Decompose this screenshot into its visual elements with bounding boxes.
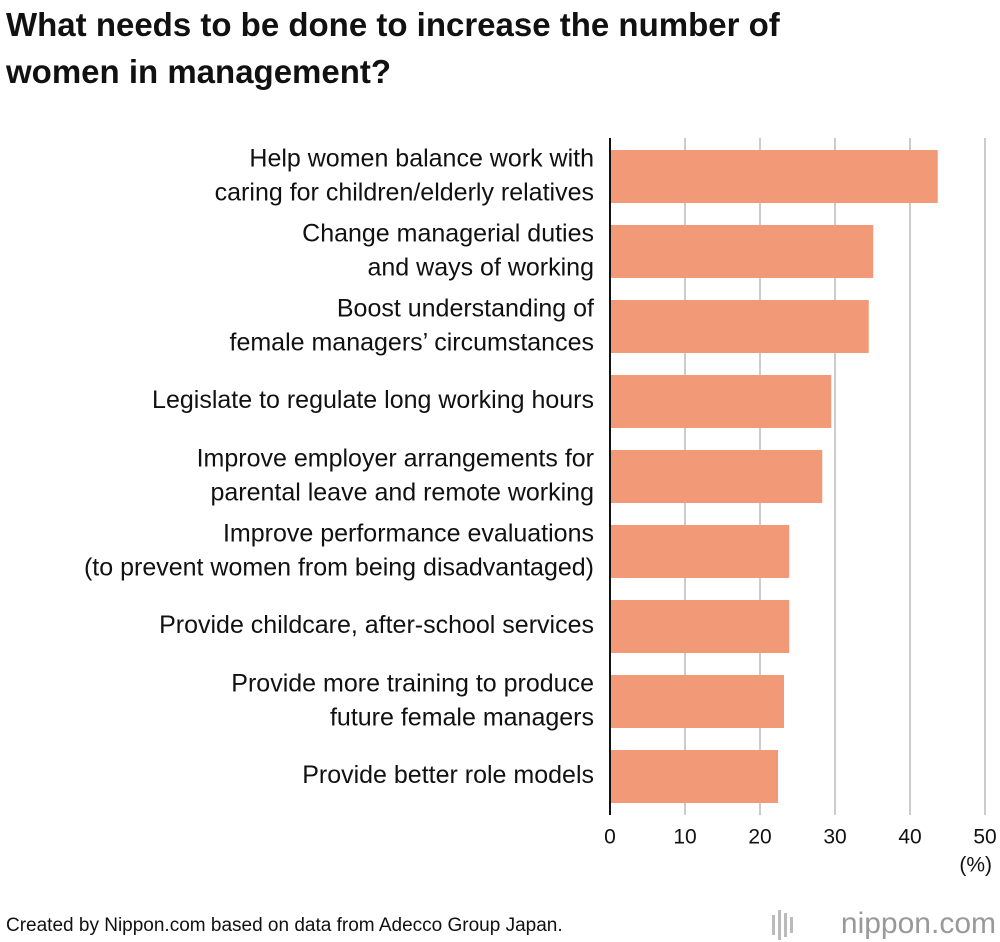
x-tick-label: 10 (673, 826, 696, 849)
x-axis-label: (%) (959, 854, 992, 877)
bar (610, 375, 832, 428)
y-tick-label: Improve performance evaluations (to preve… (84, 519, 594, 581)
x-tick-label: 40 (898, 826, 921, 849)
y-tick-label: Change managerial duties and ways of work… (302, 219, 594, 281)
x-tick-label: 50 (973, 826, 996, 849)
logo-text: nippon.com (841, 907, 996, 940)
x-tick-label: 0 (604, 826, 616, 849)
logo-bar (784, 913, 787, 937)
bar (610, 450, 823, 503)
y-tick-label: Boost understanding of female managers’ c… (230, 294, 595, 356)
y-tick-label: Provide childcare, after-school services (159, 611, 594, 639)
bar (610, 675, 784, 728)
y-tick-label: Help women balance work with caring for c… (215, 144, 594, 206)
source-note: Created by Nippon.com based on data from… (6, 915, 563, 936)
y-tick-label: Provide better role models (302, 761, 594, 789)
logo: nippon.com (772, 907, 996, 940)
bar (610, 525, 790, 578)
bar (610, 750, 778, 803)
y-tick-label: Provide more training to produce future f… (231, 669, 594, 731)
bar (610, 225, 874, 278)
bar (610, 300, 869, 353)
x-tick-label: 20 (748, 826, 771, 849)
bar (610, 600, 790, 653)
chart-title: What needs to be done to increase the nu… (5, 6, 781, 90)
x-tick-label: 30 (823, 826, 846, 849)
y-tick-label: Legislate to regulate long working hours (152, 386, 594, 414)
logo-bar (778, 910, 781, 940)
logo-bar (790, 917, 793, 933)
bar (610, 150, 938, 203)
logo-bar (772, 915, 775, 935)
y-tick-label: Improve employer arrangements for parenta… (197, 444, 594, 506)
